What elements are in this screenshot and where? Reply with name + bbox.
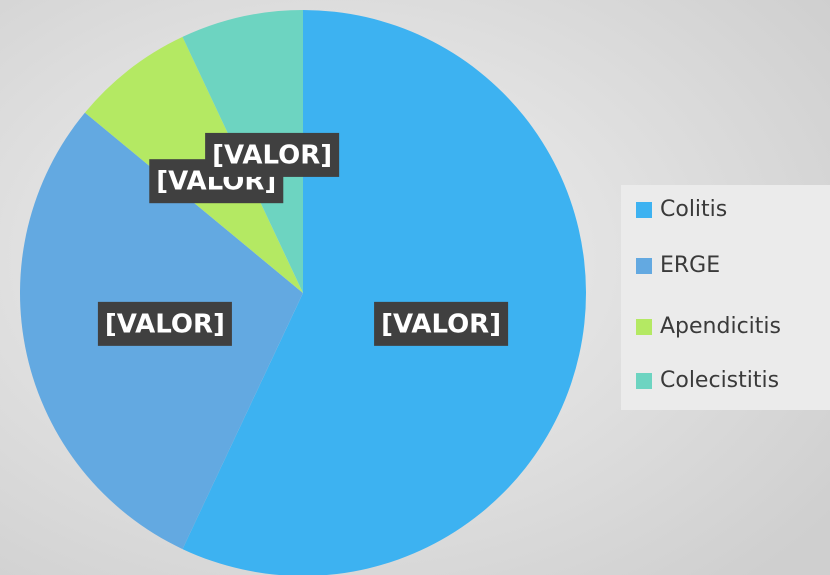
value-label-text: [VALOR] <box>212 140 332 170</box>
legend-swatch <box>636 258 652 274</box>
value-label-box <box>374 301 509 346</box>
value-label-text: [VALOR] <box>381 309 501 339</box>
legend-swatch <box>636 373 652 389</box>
value-label: [VALOR] <box>97 301 232 346</box>
legend-swatch <box>636 202 652 218</box>
legend-label: Apendicitis <box>660 314 781 339</box>
value-label-box <box>97 301 232 346</box>
legend-box <box>621 185 830 410</box>
legend-label: Colitis <box>660 197 727 222</box>
legend-label: ERGE <box>660 253 720 278</box>
pie-slice <box>182 10 586 575</box>
legend-swatch <box>636 319 652 335</box>
value-label: [VALOR] <box>205 132 340 177</box>
value-label: [VALOR] <box>374 301 509 346</box>
legend-label: Colecistitis <box>660 368 779 393</box>
value-label-text: [VALOR] <box>105 309 225 339</box>
value-label-box <box>205 132 340 177</box>
